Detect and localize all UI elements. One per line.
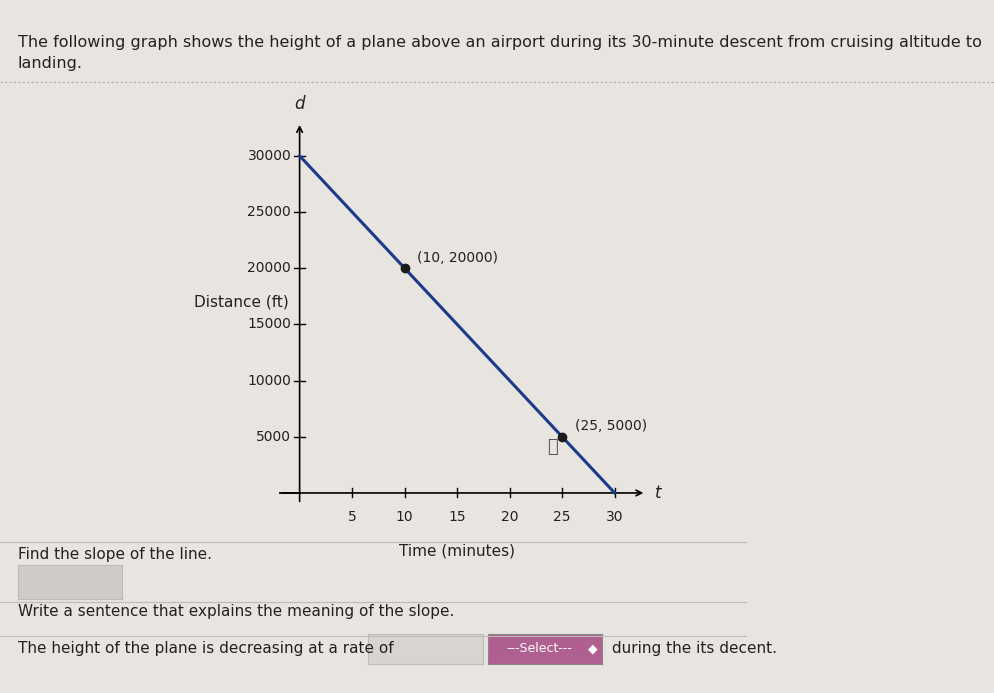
- Text: ---Select---: ---Select---: [506, 642, 572, 656]
- Text: Write a sentence that explains the meaning of the slope.: Write a sentence that explains the meani…: [18, 604, 454, 620]
- Text: Distance (ft): Distance (ft): [194, 295, 289, 309]
- Text: 30: 30: [605, 510, 623, 524]
- Text: 10: 10: [396, 510, 414, 524]
- Text: 15000: 15000: [248, 317, 291, 331]
- Text: 5: 5: [347, 510, 356, 524]
- Text: 30000: 30000: [248, 149, 291, 163]
- Text: Find the slope of the line.: Find the slope of the line.: [18, 547, 212, 563]
- Text: The following graph shows the height of a plane above an airport during its 30-m: The following graph shows the height of …: [18, 35, 981, 71]
- Text: 20000: 20000: [248, 261, 291, 275]
- Text: Time (minutes): Time (minutes): [399, 543, 515, 559]
- Text: ⓘ: ⓘ: [547, 438, 557, 456]
- Text: ◆: ◆: [587, 642, 597, 656]
- Text: 15: 15: [448, 510, 465, 524]
- Text: during the its decent.: during the its decent.: [606, 641, 776, 656]
- Text: (10, 20000): (10, 20000): [416, 251, 498, 265]
- Text: t: t: [654, 484, 660, 502]
- Text: 10000: 10000: [248, 374, 291, 387]
- Text: 25: 25: [553, 510, 571, 524]
- Text: (25, 5000): (25, 5000): [575, 419, 646, 433]
- Text: 20: 20: [500, 510, 518, 524]
- Text: The height of the plane is decreasing at a rate of: The height of the plane is decreasing at…: [18, 641, 394, 656]
- Text: d: d: [294, 95, 304, 113]
- Text: 5000: 5000: [255, 430, 291, 444]
- Text: 25000: 25000: [248, 205, 291, 219]
